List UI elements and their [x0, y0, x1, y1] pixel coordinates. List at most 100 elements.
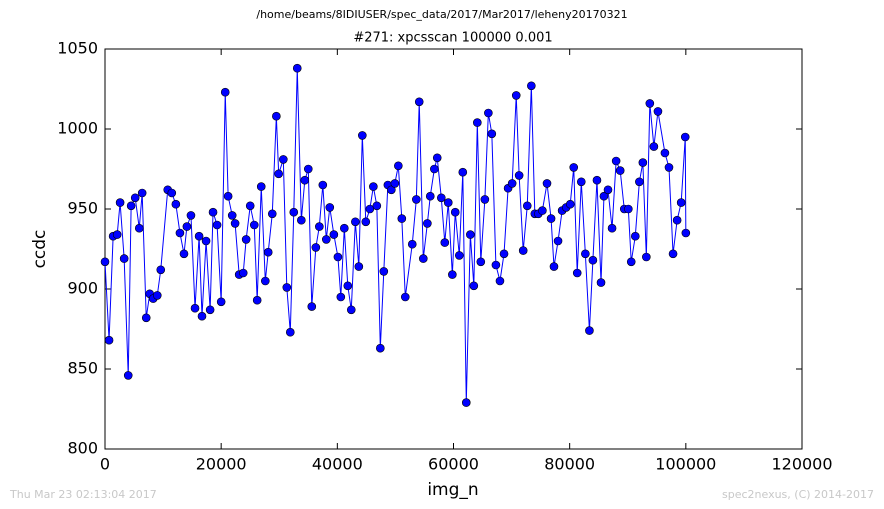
data-point	[681, 228, 691, 238]
data-point	[458, 167, 468, 177]
data-point	[611, 156, 621, 166]
data-point	[361, 217, 371, 227]
data-point	[624, 204, 633, 214]
data-point	[289, 207, 299, 217]
data-point	[664, 163, 674, 172]
data-point	[282, 283, 292, 292]
data-point	[542, 179, 552, 188]
data-point	[318, 180, 328, 190]
x-tick-label: 120000	[771, 455, 832, 474]
data-point	[638, 158, 648, 167]
data-point	[423, 219, 432, 228]
data-point	[585, 326, 594, 335]
data-point	[115, 198, 125, 207]
data-point	[596, 278, 606, 287]
data-point	[272, 111, 281, 121]
data-point	[137, 188, 147, 198]
data-point	[430, 164, 439, 174]
data-point	[369, 182, 378, 191]
y-tick-label: 950	[67, 199, 98, 218]
data-point	[592, 175, 602, 185]
data-point	[522, 201, 532, 211]
x-tick-label: 80000	[544, 455, 595, 474]
data-point	[480, 195, 490, 204]
data-point	[205, 305, 215, 315]
data-point	[267, 209, 277, 219]
data-point	[538, 206, 547, 215]
data-point	[443, 198, 453, 207]
data-point	[565, 199, 575, 209]
suptitle: /home/beams/8IDIUSER/spec_data/2017/Mar2…	[256, 8, 627, 21]
data-point	[112, 230, 122, 239]
data-point	[461, 398, 471, 407]
data-point	[527, 81, 536, 91]
data-point	[676, 198, 686, 207]
data-point	[495, 276, 505, 286]
x-axis-label: img_n	[427, 480, 478, 500]
data-point	[588, 255, 598, 265]
data-point	[437, 193, 446, 203]
data-point	[315, 222, 324, 231]
data-point	[201, 236, 211, 246]
data-point	[134, 223, 144, 233]
data-point	[227, 211, 237, 220]
data-point	[511, 91, 521, 100]
data-point	[425, 191, 435, 201]
x-tick-label: 100000	[655, 455, 716, 474]
y-tick-label: 1000	[57, 119, 98, 138]
data-point	[152, 291, 162, 300]
data-point	[414, 97, 424, 107]
data-point	[279, 155, 288, 164]
data-point	[130, 193, 140, 203]
data-point	[212, 220, 222, 230]
data-point	[126, 201, 136, 211]
data-point	[340, 223, 349, 233]
data-point	[412, 195, 421, 204]
data-point	[635, 177, 644, 187]
data-point	[216, 297, 226, 307]
data-point	[346, 305, 356, 315]
data-point	[300, 175, 310, 185]
data-point	[156, 265, 166, 275]
data-point	[358, 131, 367, 140]
data-point	[179, 249, 189, 259]
data-point	[466, 230, 475, 239]
data-point	[645, 99, 655, 108]
y-tick-label: 850	[67, 359, 98, 378]
data-point	[167, 188, 177, 198]
data-point	[249, 220, 259, 230]
data-point	[241, 235, 251, 244]
data-point	[325, 203, 335, 212]
data-point	[285, 327, 295, 337]
data-point	[223, 191, 233, 201]
data-point	[354, 262, 364, 271]
data-point	[642, 252, 651, 262]
data-point	[252, 295, 262, 305]
data-point	[190, 303, 200, 313]
data-point	[491, 260, 501, 270]
data-point	[569, 163, 579, 172]
y-axis-label: ccdc	[30, 230, 50, 269]
data-point	[581, 249, 590, 259]
data-point	[303, 164, 313, 174]
data-point	[473, 118, 482, 127]
data-point	[100, 257, 110, 267]
data-point	[448, 270, 457, 279]
y-tick-label: 900	[67, 279, 98, 298]
data-point	[343, 281, 353, 291]
data-point	[141, 313, 151, 323]
data-point	[336, 292, 346, 302]
data-point	[119, 254, 129, 263]
data-point	[104, 335, 114, 345]
data-point	[171, 199, 181, 209]
x-tick-label: 20000	[196, 455, 247, 474]
data-point	[390, 179, 400, 188]
data-point	[603, 185, 613, 195]
data-point	[469, 281, 479, 291]
data-point	[329, 230, 339, 239]
data-point	[455, 251, 464, 260]
data-point	[549, 262, 559, 271]
data-point	[182, 222, 192, 231]
data-point	[379, 267, 389, 276]
